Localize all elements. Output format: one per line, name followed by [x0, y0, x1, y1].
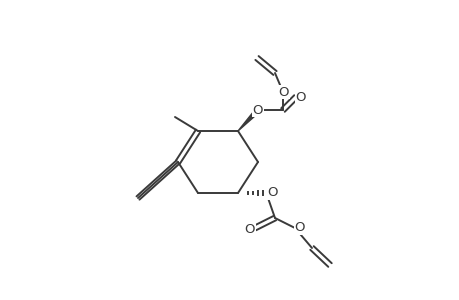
Text: O: O	[244, 224, 255, 236]
Text: O: O	[295, 91, 306, 103]
Text: O: O	[252, 103, 263, 116]
Polygon shape	[237, 108, 259, 131]
Text: O: O	[294, 221, 305, 235]
Text: O: O	[278, 85, 289, 98]
Text: O: O	[267, 187, 278, 200]
